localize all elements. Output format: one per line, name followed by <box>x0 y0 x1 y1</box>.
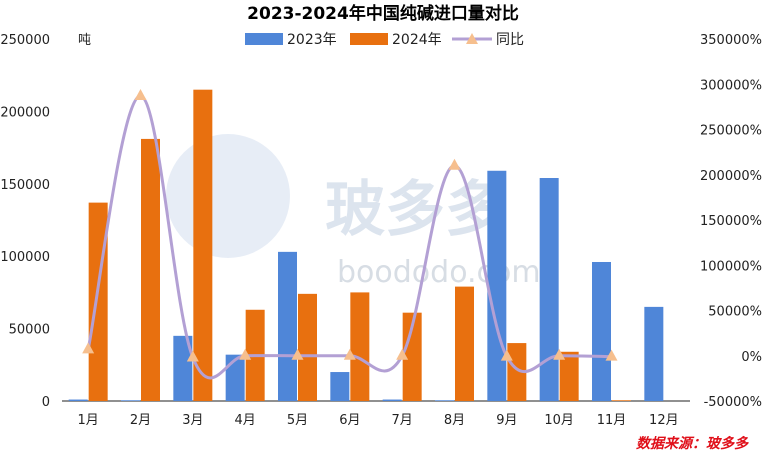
y-axis-left: 0 50000 100000 150000 200000 250000 <box>0 33 50 410</box>
x-tick-label: 7月 <box>392 413 413 428</box>
watermark-logo <box>166 134 290 258</box>
chart-title: 2023-2024年中国纯碱进口量对比 <box>247 3 519 24</box>
x-axis: 1月 2月 3月 4月 5月 6月 7月 8月 9月 10月 11月 12月 <box>78 413 679 428</box>
y-left-tick-label: 250000 <box>0 33 50 48</box>
legend-swatch-2024 <box>350 33 388 45</box>
bar-2024 <box>559 351 579 401</box>
bar-2023 <box>539 178 559 401</box>
y-right-tick-label: -50000% <box>704 395 762 410</box>
x-tick-label: 10月 <box>544 413 574 428</box>
x-tick-label: 3月 <box>182 413 203 428</box>
y-right-tick-label: 200000% <box>700 169 762 184</box>
yoy-point <box>82 342 95 354</box>
bar-2023 <box>382 399 402 401</box>
bar-2023 <box>278 251 297 401</box>
bars <box>68 89 664 402</box>
y-left-tick-label: 150000 <box>0 178 50 193</box>
bar-2023 <box>68 399 88 401</box>
x-tick-label: 1月 <box>78 413 99 428</box>
yoy-point <box>343 348 356 360</box>
bar-2023 <box>435 400 454 401</box>
unit-label: 吨 <box>78 33 91 48</box>
x-tick-label: 5月 <box>287 413 308 428</box>
bar-2024 <box>298 293 317 401</box>
watermark-url: boododo.com <box>337 255 541 290</box>
bar-2024 <box>507 343 527 401</box>
legend-label-2023: 2023年 <box>287 32 337 48</box>
bar-2023 <box>644 306 664 401</box>
bar-2024 <box>455 286 474 401</box>
legend-label-2024: 2024年 <box>392 32 442 48</box>
yoy-point <box>605 349 618 361</box>
y-left-tick-label: 100000 <box>0 250 50 265</box>
yoy-point <box>239 348 252 360</box>
yoy-point <box>500 349 513 361</box>
watermark-text: 玻多多 <box>325 175 505 245</box>
bar-2023 <box>592 261 611 401</box>
x-tick-label: 2月 <box>130 413 151 428</box>
x-tick-label: 4月 <box>235 413 256 428</box>
y-right-tick-label: 300000% <box>700 78 762 93</box>
y-left-tick-label: 0 <box>42 395 50 410</box>
legend: 2023年 2024年 同比 <box>245 32 524 48</box>
y-right-tick-label: 250000% <box>700 124 762 139</box>
x-tick-label: 9月 <box>496 413 517 428</box>
bar-2024 <box>350 292 370 401</box>
bar-2023 <box>487 170 507 401</box>
x-tick-label: 6月 <box>339 413 360 428</box>
yoy-point <box>553 348 566 360</box>
x-tick-label: 11月 <box>597 413 627 428</box>
bar-2024 <box>612 400 631 401</box>
bar-2023 <box>225 354 245 401</box>
bar-2024 <box>141 138 160 402</box>
legend-label-yoy: 同比 <box>496 32 524 48</box>
yoy-point <box>396 348 409 360</box>
yoy-point <box>134 89 147 101</box>
bar-2024 <box>402 312 422 401</box>
y-right-tick-label: 100000% <box>700 259 762 274</box>
source-note: 数据来源：玻多多 <box>636 435 749 452</box>
legend-marker-yoy <box>466 33 478 44</box>
x-tick-label: 12月 <box>649 413 679 428</box>
yoy-point <box>448 158 461 170</box>
yoy-point <box>186 350 199 362</box>
yoy-series <box>82 89 618 380</box>
y-right-tick-label: 350000% <box>700 33 762 48</box>
bar-2023 <box>330 372 350 401</box>
bar-2024 <box>193 89 213 402</box>
bar-2024 <box>88 202 108 401</box>
bar-2023 <box>173 335 193 401</box>
y-left-tick-label: 200000 <box>0 105 50 120</box>
y-right-tick-label: 0% <box>741 350 762 365</box>
y-left-tick-label: 50000 <box>9 323 50 338</box>
x-tick-label: 8月 <box>444 413 465 428</box>
y-right-tick-label: 50000% <box>708 305 762 320</box>
y-right-tick-label: 150000% <box>700 214 762 229</box>
yoy-point <box>291 348 304 360</box>
y-axis-right: -50000% 0% 50000% 100000% 150000% 200000% 2500… <box>700 33 762 410</box>
bar-2023 <box>121 400 140 401</box>
legend-swatch-2023 <box>245 33 283 45</box>
